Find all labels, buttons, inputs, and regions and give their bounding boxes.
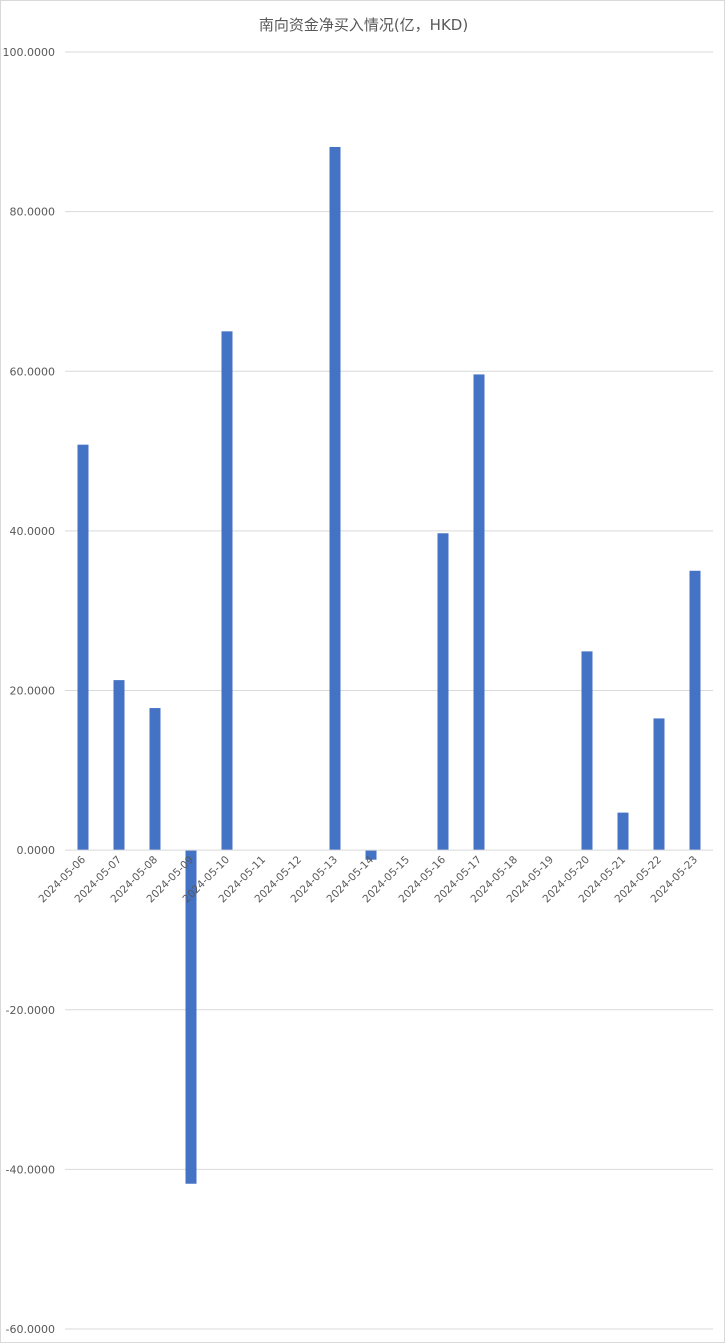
bars (77, 146, 701, 1184)
bar-2024-05-16 (437, 533, 449, 851)
y-tick-label: -20.0000 (6, 1004, 55, 1017)
bar-2024-05-09 (185, 850, 197, 1184)
bar-2024-05-20 (581, 651, 593, 851)
bar-2024-05-07 (113, 680, 125, 851)
bar-2024-05-06 (77, 444, 89, 851)
bar-2024-05-08 (149, 708, 161, 851)
bar-2024-05-21 (617, 812, 629, 851)
y-tick-label: -40.0000 (6, 1163, 55, 1176)
y-tick-label: 40.0000 (10, 525, 56, 538)
y-tick-label: 60.0000 (10, 365, 56, 378)
y-tick-label: 0.0000 (17, 844, 56, 857)
y-tick-label: 20.0000 (10, 685, 56, 698)
bar-2024-05-14 (365, 850, 377, 860)
bar-2024-05-22 (653, 718, 665, 851)
bar-2024-05-23 (689, 570, 701, 851)
gridlines (65, 51, 713, 1330)
chart-title: 南向资金净买入情况(亿，HKD) (259, 16, 468, 34)
y-tick-label: 100.0000 (3, 46, 56, 59)
y-axis-tick-labels: 100.0000 80.0000 60.0000 40.0000 20.0000 0.00… (3, 46, 56, 1336)
x-axis-tick-labels: 2024-05-062024-05-072024-05-082024-05-09… (36, 854, 700, 906)
y-tick-label: 80.0000 (10, 206, 56, 219)
bar-2024-05-10 (221, 331, 233, 851)
y-tick-label: -60.0000 (6, 1323, 55, 1336)
bar-2024-05-17 (473, 374, 485, 851)
bar-2024-05-13 (329, 146, 341, 851)
